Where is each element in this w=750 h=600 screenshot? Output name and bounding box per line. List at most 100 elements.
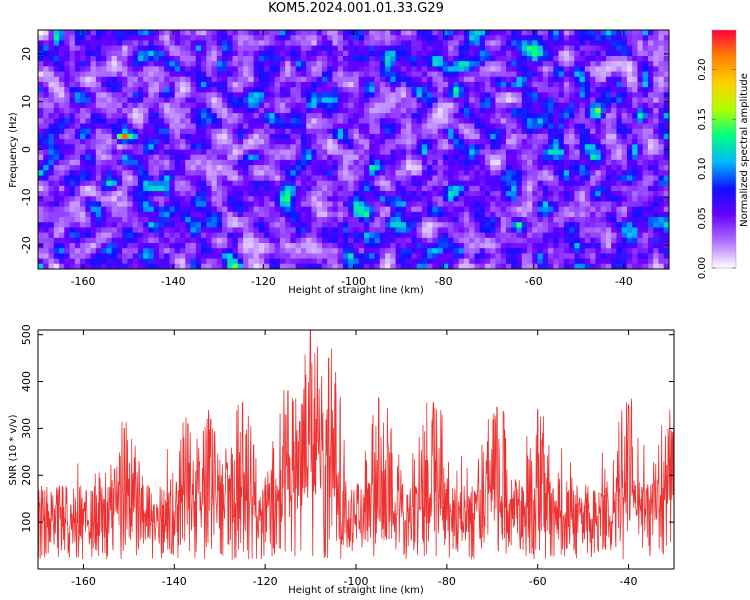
heatmap-cell [264,206,270,213]
heatmap-cell [416,66,423,73]
heatmap-cell [122,87,128,93]
heatmap-cell [111,159,118,166]
heatmap-cell [290,87,297,93]
heatmap-cell [222,191,228,197]
heatmap-cell [390,76,397,83]
heatmap-cell [279,170,286,177]
heatmap-cell [532,170,539,177]
heatmap-cell [574,30,581,36]
heatmap-cell [406,170,412,177]
heatmap-cell [563,97,570,104]
heatmap-cell [521,45,528,52]
heatmap-cell [85,185,92,192]
heatmap-cell [53,206,60,213]
heatmap-cell [80,154,86,161]
heatmap-cell [43,185,50,192]
heatmap-cell [611,232,618,239]
heatmap-cell [416,123,423,130]
heatmap-cell [227,154,234,161]
heatmap-cell [611,71,618,78]
heatmap-cell [416,243,423,249]
heatmap-cell [421,71,428,78]
heatmap-cell [64,50,71,57]
heatmap-cell [479,133,486,140]
heatmap-cell [448,55,455,62]
heatmap-cell [59,159,65,166]
heatmap-cell [206,211,213,218]
heatmap-cell [374,107,381,114]
heatmap-cell [569,159,575,166]
heatmap-cell [148,66,155,73]
heatmap-cell [95,217,102,223]
heatmap-cell [490,55,497,62]
heatmap-cell [642,107,649,114]
heatmap-cell [611,128,618,135]
heatmap-cell [148,113,155,119]
heatmap-cell [253,128,260,135]
heatmap-cell [306,123,313,130]
heatmap-cell [574,87,581,93]
heatmap-cell [190,237,197,244]
heatmap-cell [153,222,160,229]
heatmap-cell [195,175,202,182]
heatmap-cell [358,87,365,93]
heatmap-cell [248,180,255,187]
heatmap-cell [264,102,270,109]
heatmap-cell [653,201,660,208]
heatmap-cell [164,175,171,182]
heatmap-cell [500,180,507,187]
heatmap-cell [369,180,376,187]
heatmap-cell [274,35,281,41]
heatmap-cell [295,165,302,171]
heatmap-cell [421,154,428,161]
heatmap-cell [448,107,455,114]
heatmap-cell [59,40,65,47]
heatmap-cell [558,217,565,223]
heatmap-cell [248,139,255,145]
heatmap-cell [484,139,491,145]
heatmap-cell [527,123,533,130]
heatmap-cell [500,35,507,41]
heatmap-cell [626,144,633,151]
heatmap-cell [390,45,397,52]
heatmap-cell [201,159,207,166]
heatmap-cell [411,35,418,41]
heatmap-cell [616,81,623,88]
heatmap-cell [490,102,497,109]
heatmap-cell [38,66,44,73]
heatmap-cell [569,81,575,88]
heatmap-cell [484,66,491,73]
heatmap-cell [95,107,102,114]
heatmap-cell [563,71,570,78]
heatmap-cell [211,149,218,156]
heatmap-cell [90,232,97,239]
heatmap-cell [243,30,249,36]
heatmap-cell [379,61,386,67]
heatmap-cell [216,154,223,161]
heatmap-cell [500,170,507,177]
heatmap-cell [253,66,260,73]
heatmap-cell [90,180,97,187]
heatmap-cell [369,222,376,229]
heatmap-cell [611,61,618,67]
heatmap-cell [222,149,228,156]
heatmap-cell [332,35,339,41]
heatmap-cell [43,87,50,93]
heatmap-cell [616,87,623,93]
heatmap-cell [316,92,323,99]
heatmap-cell [658,113,665,119]
heatmap-cell [416,107,423,114]
heatmap-cell [374,102,381,109]
heatmap-cell [222,159,228,166]
heatmap-cell [90,196,97,203]
heatmap-cell [64,133,71,140]
heatmap-cell [185,30,192,36]
heatmap-cell [290,40,297,47]
heatmap-cell [137,50,144,57]
heatmap-cell [516,196,523,203]
heatmap-cell [390,237,397,244]
heatmap-cell [374,50,381,57]
heatmap-cell [127,170,134,177]
heatmap-cell [611,159,618,166]
heatmap-cell [421,211,428,218]
